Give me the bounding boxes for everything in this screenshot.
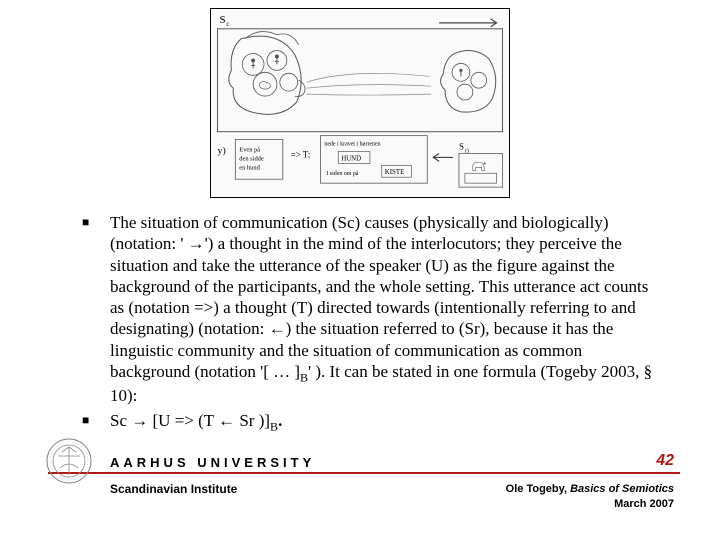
university-name: AARHUS UNIVERSITY	[110, 455, 315, 470]
footer-rule: AARHUS UNIVERSITY 42	[48, 452, 680, 474]
svg-text:Even på: Even på	[239, 146, 260, 153]
svg-text:KISTE: KISTE	[385, 169, 405, 176]
footer-lower: Scandinavian Institute Ole Togeby, Basic…	[48, 482, 680, 512]
svg-text:en hund: en hund	[239, 164, 260, 171]
bullet-square-icon: ■	[82, 410, 110, 434]
bullet-text: The situation of communication (Sc) caus…	[110, 212, 660, 406]
formula: Sc → [U => (T ← Sr )]	[110, 411, 270, 430]
svg-text:HUND: HUND	[341, 155, 361, 162]
subscript: B	[270, 420, 278, 434]
svg-text:c: c	[226, 21, 229, 28]
credit-title: Basics of Semiotics	[570, 483, 674, 495]
bullet-square-icon: ■	[82, 212, 110, 406]
credit-date: March 2007	[506, 497, 674, 512]
university-seal-icon	[46, 438, 92, 484]
credit-author: Ole Togeby,	[506, 483, 570, 495]
svg-text:I siden om på: I siden om på	[326, 170, 358, 177]
slide-footer: AARHUS UNIVERSITY 42 Scandinavian Instit…	[48, 452, 680, 512]
bullet-segment: The situation of communication (Sc) caus…	[110, 213, 648, 381]
list-item: ■ Sc → [U => (T ← Sr )]B.	[82, 410, 660, 434]
page-number: 42	[656, 452, 680, 470]
institute-name: Scandinavian Institute	[110, 482, 237, 512]
list-item: ■ The situation of communication (Sc) ca…	[82, 212, 660, 406]
svg-text:den sidde: den sidde	[239, 155, 264, 162]
formula-period: .	[278, 411, 282, 430]
bullet-list: ■ The situation of communication (Sc) ca…	[82, 212, 660, 439]
svg-text:S: S	[219, 14, 225, 26]
svg-text:nede i kravet i hørrenen: nede i kravet i hørrenen	[324, 142, 380, 148]
communication-diagram: S c y) Even på den sidde en hund	[210, 8, 510, 198]
svg-text:y): y)	[218, 145, 226, 156]
credit-block: Ole Togeby, Basics of Semiotics March 20…	[506, 482, 680, 512]
svg-text:=> T:: => T:	[291, 149, 311, 159]
bullet-text: Sc → [U => (T ← Sr )]B.	[110, 410, 282, 434]
subscript: B	[300, 370, 308, 384]
svg-text:S: S	[459, 142, 464, 152]
